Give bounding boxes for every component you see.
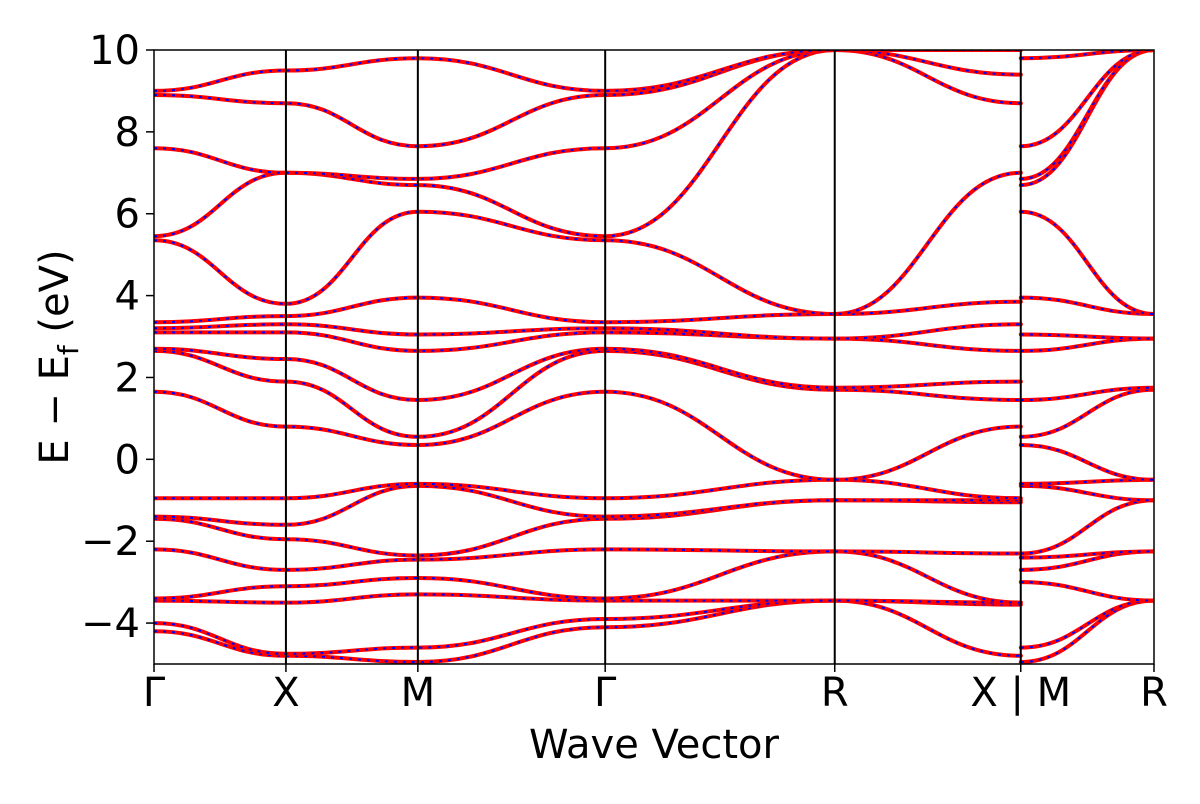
band-line-red: [154, 50, 1154, 93]
kpath-lines: [284, 50, 1022, 664]
y-axis-label: E − Ef (eV): [32, 249, 85, 464]
band-line-red: [154, 170, 1154, 317]
x-tick-label: X | M: [970, 670, 1071, 716]
band-line-blue: [154, 323, 1154, 340]
band-line-blue: [154, 296, 1154, 324]
band-line-blue: [154, 50, 1154, 238]
band-line-red: [154, 50, 1154, 239]
y-axis-label-unit: (eV): [32, 249, 78, 345]
x-tick-label: R: [1140, 670, 1168, 716]
band-line-blue: [154, 349, 1154, 438]
y-tick-label: 2: [115, 355, 140, 401]
y-tick-label: −4: [81, 601, 140, 647]
band-line-blue: [154, 390, 1154, 481]
band-line-blue: [154, 581, 1154, 604]
band-line-blue: [154, 331, 1154, 352]
band-line-red: [154, 477, 1154, 501]
band-line-blue: [154, 550, 1154, 604]
y-axis: −4 −2 0 2 4 6 8 10: [81, 28, 154, 647]
x-axis: Γ X M Γ R X | M R: [143, 664, 1168, 716]
band-line-blue: [154, 478, 1154, 500]
band-line-blue: [154, 499, 1154, 557]
y-tick-label: 8: [115, 110, 140, 156]
band-line-red: [154, 389, 1154, 482]
x-tick-label: R: [821, 670, 849, 716]
band-line-blue: [154, 599, 1154, 664]
y-tick-label: 6: [115, 192, 140, 238]
band-line-blue: [154, 548, 1154, 571]
x-tick-label: Γ: [594, 670, 617, 716]
band-line-blue: [154, 347, 1154, 402]
band-line-red: [154, 50, 1154, 149]
x-axis-label: Wave Vector: [529, 722, 780, 768]
y-tick-label: −2: [81, 519, 140, 565]
plot-frame: [153, 49, 1155, 665]
x-tick-label: M: [401, 670, 436, 716]
band-line-red: [154, 348, 1154, 439]
band-line-blue: [154, 599, 1154, 655]
y-tick-label: 4: [115, 274, 140, 320]
band-line-red: [154, 549, 1154, 605]
y-tick-label: 0: [115, 437, 140, 483]
band-line-red: [154, 547, 1154, 572]
band-line-red: [154, 498, 1154, 558]
bands-layer: [154, 50, 1154, 664]
band-line-blue: [154, 50, 1154, 148]
band-line-red: [154, 346, 1154, 403]
y-tick-label: 10: [89, 28, 140, 74]
band-line-red: [154, 598, 1154, 656]
y-axis-label-subscript: f: [52, 344, 85, 355]
x-tick-label: Γ: [143, 670, 166, 716]
y-axis-label-main: E − E: [32, 355, 78, 465]
band-line-blue: [154, 484, 1154, 526]
band-line-blue: [154, 171, 1154, 316]
x-tick-label: X: [272, 670, 299, 716]
band-line-red: [154, 330, 1154, 353]
